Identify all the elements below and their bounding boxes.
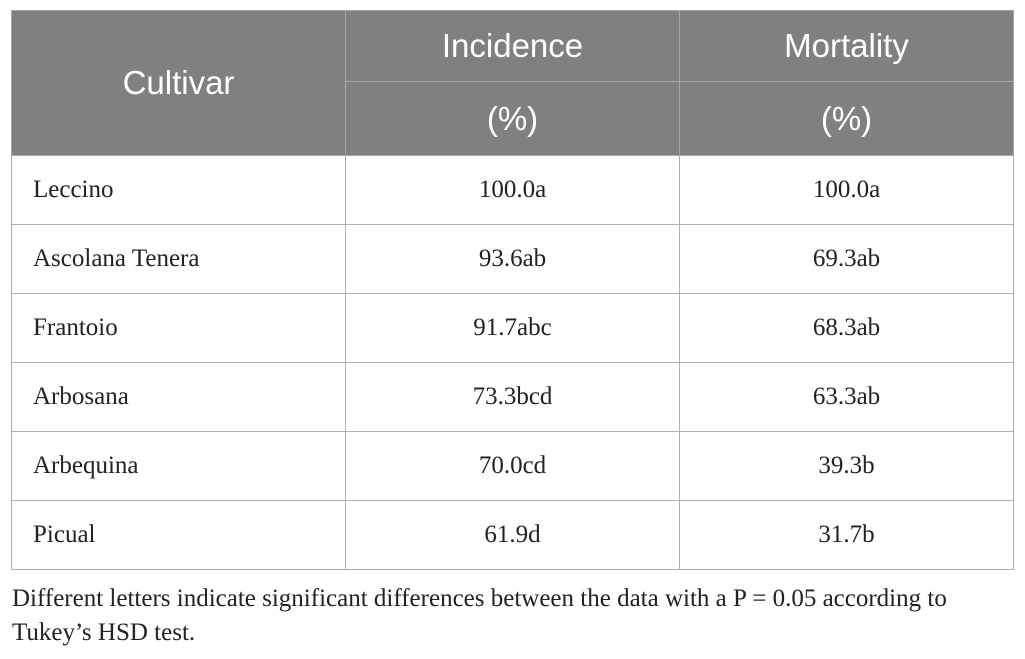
cell-cultivar: Ascolana Tenera xyxy=(11,224,346,294)
table-row: Arbosana 73.3bcd 63.3ab xyxy=(11,362,1014,432)
results-table: Cultivar Incidence Mortality (%) (%) Lec… xyxy=(11,10,1014,570)
cell-incidence: 70.0cd xyxy=(345,431,680,501)
header-incidence-unit: (%) xyxy=(345,81,680,156)
cell-mortality: 39.3b xyxy=(679,431,1014,501)
table-body: Leccino 100.0a 100.0a Ascolana Tenera 93… xyxy=(11,155,1014,570)
cell-mortality: 31.7b xyxy=(679,500,1014,570)
cell-mortality: 69.3ab xyxy=(679,224,1014,294)
header-cultivar: Cultivar xyxy=(11,10,346,156)
header-unit-row: (%) (%) xyxy=(12,81,1014,156)
cell-incidence: 61.9d xyxy=(345,500,680,570)
header-incidence: Incidence xyxy=(345,10,680,82)
table-row: Frantoio 91.7abc 68.3ab xyxy=(11,293,1014,363)
table-row: Picual 61.9d 31.7b xyxy=(11,500,1014,570)
cell-incidence: 93.6ab xyxy=(345,224,680,294)
header-mortality: Mortality xyxy=(679,10,1014,82)
header-mortality-unit: (%) xyxy=(679,81,1014,156)
cell-incidence: 91.7abc xyxy=(345,293,680,363)
cell-cultivar: Frantoio xyxy=(11,293,346,363)
table-row: Arbequina 70.0cd 39.3b xyxy=(11,431,1014,501)
cell-mortality: 100.0a xyxy=(679,155,1014,225)
table-header: Cultivar Incidence Mortality (%) (%) xyxy=(11,10,1014,156)
cell-cultivar: Picual xyxy=(11,500,346,570)
table-footnote: Different letters indicate significant d… xyxy=(12,585,947,646)
cell-mortality: 63.3ab xyxy=(679,362,1014,432)
table-row: Ascolana Tenera 93.6ab 69.3ab xyxy=(11,224,1014,294)
header-row: Cultivar Incidence Mortality xyxy=(11,10,1014,156)
cell-incidence: 73.3bcd xyxy=(345,362,680,432)
cell-incidence: 100.0a xyxy=(345,155,680,225)
cell-cultivar: Leccino xyxy=(11,155,346,225)
cell-mortality: 68.3ab xyxy=(679,293,1014,363)
cell-cultivar: Arbequina xyxy=(11,431,346,501)
table-row: Leccino 100.0a 100.0a xyxy=(11,155,1014,225)
cell-cultivar: Arbosana xyxy=(11,362,346,432)
